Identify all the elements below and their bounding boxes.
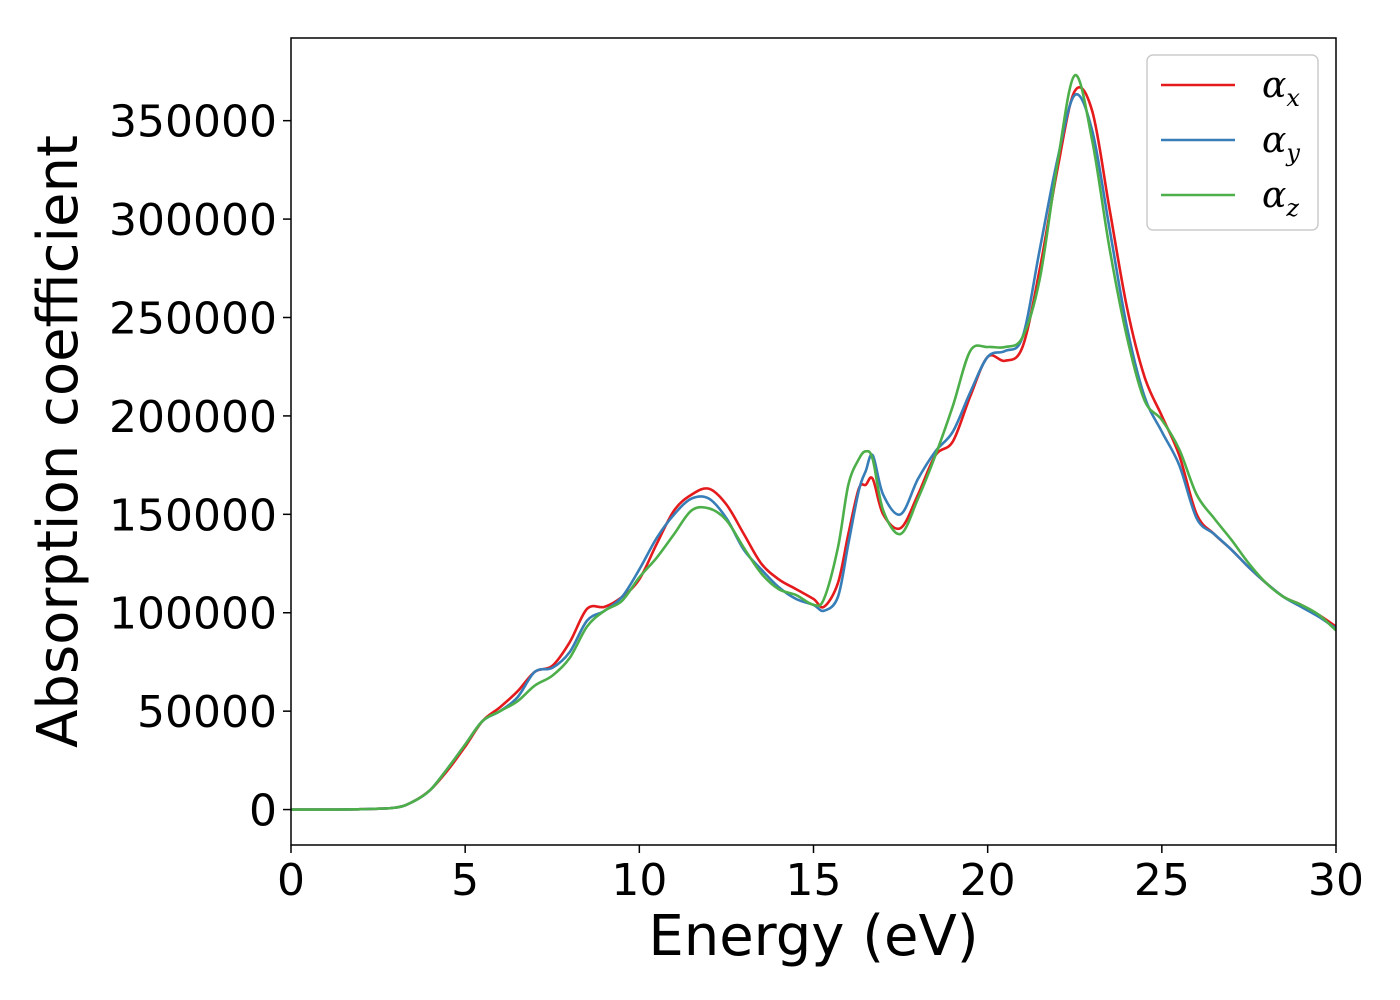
series-line-z [291, 74, 1336, 811]
y-tick-label: 300000 [109, 195, 277, 246]
y-tick-label: 0 [249, 786, 277, 837]
series-layer [291, 74, 1336, 811]
y-tick-label: 350000 [109, 97, 277, 148]
y-tick-label: 50000 [137, 687, 277, 738]
y-tick-label: 250000 [109, 293, 277, 344]
x-tick-label: 30 [1308, 855, 1364, 906]
x-axis: 0 5 10 15 20 25 30 [277, 845, 1364, 906]
y-axis-title: Absorption coefficient [26, 135, 91, 748]
x-tick-label: 20 [960, 855, 1016, 906]
y-tick-label: 200000 [109, 392, 277, 443]
series-line-y [291, 92, 1336, 811]
y-axis: 0 50000 100000 150000 200000 250000 300000 3500… [109, 97, 291, 837]
legend-frame [1146, 54, 1319, 231]
y-tick-label: 150000 [109, 490, 277, 541]
x-tick-label: 25 [1134, 855, 1190, 906]
y-tick-label: 100000 [109, 589, 277, 640]
x-axis-title: Energy (eV) [648, 904, 978, 969]
x-tick-label: 15 [786, 855, 842, 906]
x-tick-label: 5 [451, 855, 479, 906]
x-tick-label: 10 [611, 855, 667, 906]
x-tick-label: 0 [277, 855, 305, 906]
